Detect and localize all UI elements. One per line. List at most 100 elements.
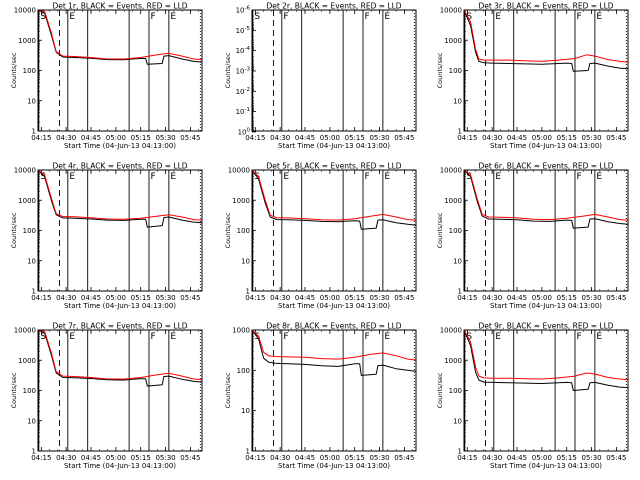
marker-label: F xyxy=(576,172,581,182)
plot-frame xyxy=(251,9,417,132)
marker-label: S xyxy=(466,172,472,182)
x-tick-label: 04:45 xyxy=(295,294,315,302)
x-tick-label: 04:30 xyxy=(270,294,290,302)
chart-title: Det 8r, BLACK = Events, RED = LLD xyxy=(266,322,401,331)
y-tick-label: 1000 xyxy=(444,197,462,205)
x-tick-label: 05:30 xyxy=(581,454,601,462)
x-tick-label: 04:45 xyxy=(295,454,315,462)
x-tick-label: 04:15 xyxy=(245,454,265,462)
y-tick-label: 10-4 xyxy=(236,46,251,55)
marker-label: S xyxy=(466,332,472,342)
marker-label: F xyxy=(283,332,288,342)
x-tick-label: 04:30 xyxy=(482,454,502,462)
series-line-events xyxy=(37,329,203,387)
y-tick-label: 10-2 xyxy=(236,87,250,96)
y-axis-label: Counts/sec xyxy=(436,212,444,248)
marker-label: E xyxy=(495,12,501,22)
x-tick-label: 05:00 xyxy=(320,134,340,142)
x-tick-label: 05:15 xyxy=(345,454,365,462)
y-tick-label: 10 xyxy=(241,407,250,415)
y-tick-label: 1 xyxy=(32,128,36,136)
x-tick-label: 05:15 xyxy=(557,134,577,142)
x-axis-label: Start Time (04-Jun-13 04:13:00) xyxy=(278,462,390,470)
x-tick-label: 04:30 xyxy=(56,454,76,462)
marker-label: E xyxy=(283,172,289,182)
y-tick-label: 100 xyxy=(449,227,462,235)
x-axis-label: Start Time (04-Jun-13 04:13:00) xyxy=(64,302,176,310)
marker-label: E xyxy=(596,332,602,342)
marker-label: E xyxy=(596,12,602,22)
y-tick-label: 10 xyxy=(241,257,250,265)
y-axis-label: Counts/sec xyxy=(224,372,232,408)
x-axis-label: Start Time (04-Jun-13 04:13:00) xyxy=(64,462,176,470)
y-tick-label: 10000 xyxy=(14,327,36,335)
marker-label: F xyxy=(283,12,288,22)
marker-label: E xyxy=(170,332,176,342)
y-tick-label: 1 xyxy=(32,448,36,456)
plot-frame xyxy=(251,329,417,452)
marker-label: E xyxy=(384,332,390,342)
x-tick-label: 04:30 xyxy=(270,134,290,142)
marker-label: E xyxy=(495,332,501,342)
chart-panel-3: Det 3r, BLACK = Events, RED = LLD 1 10 100 1… xyxy=(436,2,629,150)
y-axis-label: Counts/sec xyxy=(224,52,232,88)
marker-label: F xyxy=(364,12,369,22)
series-line-events xyxy=(463,169,629,229)
y-tick-label: 10000 xyxy=(440,167,462,175)
x-tick-label: 05:00 xyxy=(320,294,340,302)
y-tick-label: 1000 xyxy=(232,197,250,205)
series-line-events xyxy=(463,9,629,72)
series-line-lld xyxy=(37,169,203,221)
x-tick-label: 05:30 xyxy=(581,134,601,142)
chart-panel-8: Det 8r, BLACK = Events, RED = LLD 1 10 100 1… xyxy=(224,322,417,470)
y-tick-label: 1 xyxy=(32,288,36,296)
y-tick-label: 100 xyxy=(238,127,251,136)
y-tick-label: 100 xyxy=(23,67,36,75)
plot-frame xyxy=(37,169,203,292)
x-tick-label: 04:15 xyxy=(31,454,51,462)
x-tick-label: 04:15 xyxy=(245,134,265,142)
y-tick-label: 1000 xyxy=(232,327,250,335)
chart-panel-6: Det 6r, BLACK = Events, RED = LLD 1 10 100 1… xyxy=(436,162,629,310)
chart-panel-5: Det 5r, BLACK = Events, RED = LLD 1 10 100 1… xyxy=(224,162,417,310)
x-tick-label: 04:30 xyxy=(56,134,76,142)
y-tick-label: 10 xyxy=(27,257,36,265)
y-tick-label: 1 xyxy=(458,128,462,136)
x-axis-label: Start Time (04-Jun-13 04:13:00) xyxy=(490,142,602,150)
y-tick-label: 1000 xyxy=(444,357,462,365)
x-tick-label: 05:00 xyxy=(106,454,126,462)
x-tick-label: 04:15 xyxy=(31,134,51,142)
y-tick-label: 10000 xyxy=(228,167,250,175)
x-tick-label: 05:15 xyxy=(131,134,151,142)
y-tick-label: 1000 xyxy=(18,197,36,205)
series-line-lld xyxy=(251,169,417,221)
y-tick-label: 1 xyxy=(458,288,462,296)
chart-title: Det 9r, BLACK = Events, RED = LLD xyxy=(478,322,613,331)
x-tick-label: 05:15 xyxy=(131,294,151,302)
marker-label: E xyxy=(384,172,390,182)
x-tick-label: 04:45 xyxy=(81,454,101,462)
y-axis-label: Counts/sec xyxy=(10,212,18,248)
y-axis-label: Counts/sec xyxy=(10,52,18,88)
marker-label: E xyxy=(596,172,602,182)
x-tick-label: 05:00 xyxy=(320,454,340,462)
marker-label: F xyxy=(576,12,581,22)
x-tick-label: 04:45 xyxy=(81,294,101,302)
series-line-lld xyxy=(37,329,203,381)
series-line-lld xyxy=(37,9,203,61)
x-tick-label: 05:00 xyxy=(532,454,552,462)
marker-label: S xyxy=(40,172,46,182)
marker-label: E xyxy=(170,12,176,22)
chart-panel-7: Det 7r, BLACK = Events, RED = LLD 1 10 100 1… xyxy=(10,322,203,470)
marker-label: F xyxy=(150,332,155,342)
plot-frame xyxy=(463,9,629,132)
x-tick-label: 05:00 xyxy=(532,134,552,142)
y-tick-label: 10000 xyxy=(14,167,36,175)
x-axis-label: Start Time (04-Jun-13 04:13:00) xyxy=(490,302,602,310)
series-line-events xyxy=(463,329,629,391)
marker-label: S xyxy=(254,12,260,22)
plot-frame xyxy=(37,329,203,452)
marker-label: F xyxy=(576,332,581,342)
y-tick-label: 1 xyxy=(246,288,250,296)
x-tick-label: 05:30 xyxy=(369,454,389,462)
